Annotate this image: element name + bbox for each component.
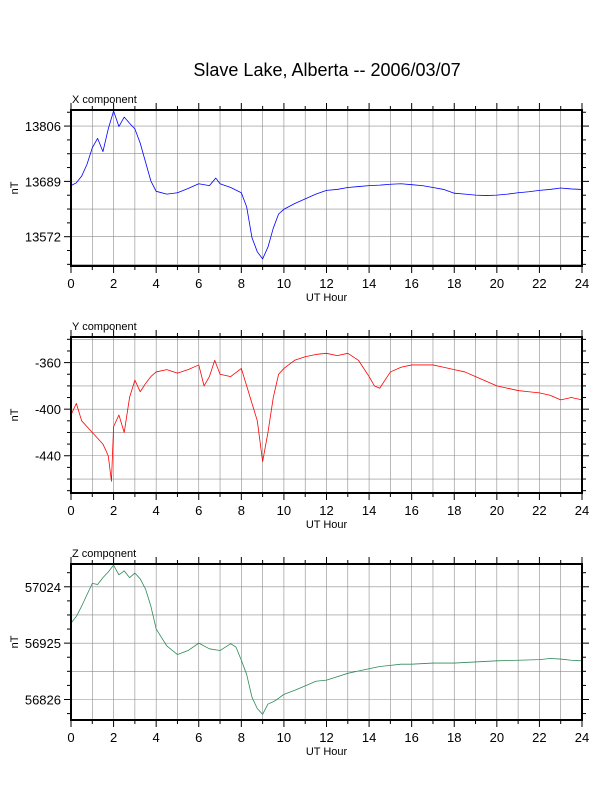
y-tick-label: 13689 bbox=[25, 174, 61, 189]
x-tick-label: 0 bbox=[67, 503, 74, 518]
series-line-1 bbox=[70, 110, 583, 260]
x-tick-label: 20 bbox=[490, 503, 504, 518]
x-tick-label: 20 bbox=[490, 276, 504, 291]
y-tick-label: -400 bbox=[35, 402, 61, 417]
y-axis-label: nT bbox=[9, 181, 21, 194]
y-tick-label: 57024 bbox=[25, 580, 61, 595]
x-tick-label: 0 bbox=[67, 730, 74, 745]
x-tick-label: 4 bbox=[153, 730, 160, 745]
x-tick-label: 14 bbox=[362, 276, 376, 291]
panel-title: Y component bbox=[72, 321, 137, 333]
x-tick-label: 22 bbox=[532, 730, 546, 745]
x-axis-label: UT Hour bbox=[306, 746, 348, 758]
x-tick-label: 12 bbox=[319, 730, 333, 745]
y-tick-label: 13806 bbox=[25, 119, 61, 134]
y-axis-label: nT bbox=[9, 635, 21, 648]
x-tick-label: 16 bbox=[404, 503, 418, 518]
x-tick-label: 10 bbox=[277, 503, 291, 518]
panel-title: X component bbox=[72, 94, 137, 106]
x-tick-label: 10 bbox=[277, 276, 291, 291]
x-tick-label: 18 bbox=[447, 503, 461, 518]
y-tick-label: 56925 bbox=[25, 636, 61, 651]
x-tick-label: 14 bbox=[362, 503, 376, 518]
y-tick-label: -440 bbox=[35, 449, 61, 464]
x-tick-label: 2 bbox=[110, 730, 117, 745]
x-tick-label: 20 bbox=[490, 730, 504, 745]
x-tick-label: 22 bbox=[532, 276, 546, 291]
x-tick-label: 6 bbox=[195, 276, 202, 291]
x-tick-label: 0 bbox=[67, 276, 74, 291]
figure-title: Slave Lake, Alberta -- 2006/03/07 bbox=[193, 60, 460, 80]
y-tick-label: -360 bbox=[35, 356, 61, 371]
x-tick-label: 22 bbox=[532, 503, 546, 518]
x-tick-label: 8 bbox=[238, 503, 245, 518]
x-tick-label: 18 bbox=[447, 730, 461, 745]
x-tick-label: 14 bbox=[362, 730, 376, 745]
x-tick-label: 18 bbox=[447, 276, 461, 291]
x-tick-label: 12 bbox=[319, 276, 333, 291]
x-tick-label: 2 bbox=[110, 276, 117, 291]
x-axis-label: UT Hour bbox=[306, 292, 348, 304]
x-tick-label: 6 bbox=[195, 730, 202, 745]
x-tick-label: 4 bbox=[153, 276, 160, 291]
x-axis-label: UT Hour bbox=[306, 519, 348, 531]
panel-title: Z component bbox=[72, 548, 136, 560]
x-tick-label: 6 bbox=[195, 503, 202, 518]
x-tick-label: 16 bbox=[404, 730, 418, 745]
x-tick-label: 10 bbox=[277, 730, 291, 745]
y-axis-label: nT bbox=[9, 408, 21, 421]
series-line-1 bbox=[70, 564, 583, 715]
y-tick-label: 56826 bbox=[25, 693, 61, 708]
x-tick-label: 2 bbox=[110, 503, 117, 518]
y-tick-label: 13572 bbox=[25, 230, 61, 245]
x-tick-label: 24 bbox=[575, 276, 589, 291]
x-tick-label: 8 bbox=[238, 276, 245, 291]
x-tick-label: 16 bbox=[404, 276, 418, 291]
series-line-1 bbox=[70, 352, 583, 482]
x-tick-label: 24 bbox=[575, 730, 589, 745]
x-tick-label: 12 bbox=[319, 503, 333, 518]
x-tick-label: 8 bbox=[238, 730, 245, 745]
x-tick-label: 24 bbox=[575, 503, 589, 518]
x-tick-label: 4 bbox=[153, 503, 160, 518]
